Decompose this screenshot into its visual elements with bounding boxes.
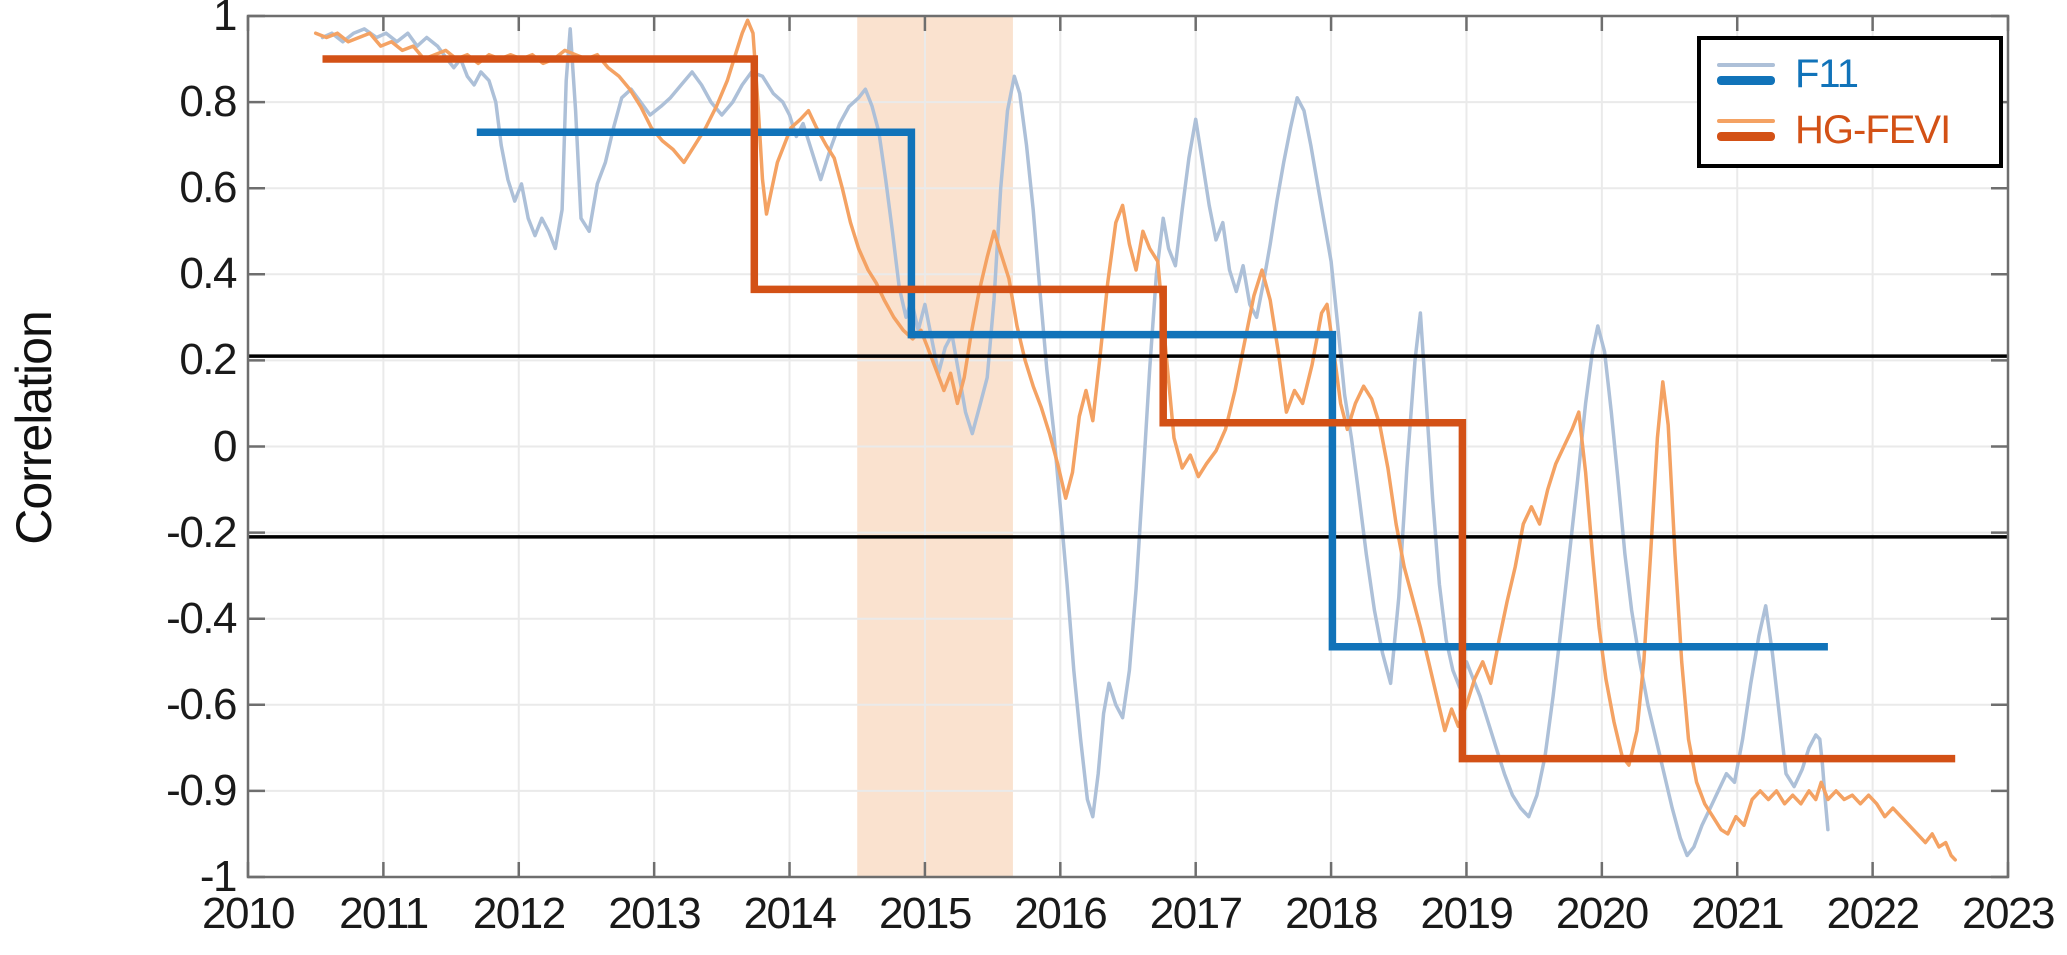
f11-regime-fit-line	[476, 128, 1828, 651]
f11-rolling-correlation-line	[320, 27, 1830, 858]
hg-fevi-regime-fit-line	[322, 55, 1956, 763]
hg-fevi-rolling-correlation-line	[313, 18, 1957, 862]
legend: F11 HG-FEVI	[1697, 36, 2003, 168]
legend-swatch-f11	[1717, 63, 1775, 85]
axis-box	[246, 14, 2010, 879]
y-axis-title: Correlation	[6, 311, 62, 545]
regime-step-lines	[322, 55, 1956, 763]
legend-line-f11-thick-icon	[1717, 76, 1775, 85]
legend-line-hg-fevi-thick-icon	[1717, 132, 1775, 141]
legend-item-f11: F11	[1717, 52, 1999, 96]
legend-line-hg-fevi-thin-icon	[1717, 119, 1775, 123]
legend-swatch-hg-fevi	[1717, 119, 1775, 141]
threshold-lines	[248, 354, 2008, 539]
legend-line-f11-thin-icon	[1717, 63, 1775, 67]
legend-label-hg-fevi: HG-FEVI	[1795, 108, 1951, 152]
rolling-correlation-lines	[313, 18, 1957, 862]
legend-item-hg-fevi: HG-FEVI	[1717, 108, 1999, 152]
legend-label-f11: F11	[1795, 52, 1859, 96]
